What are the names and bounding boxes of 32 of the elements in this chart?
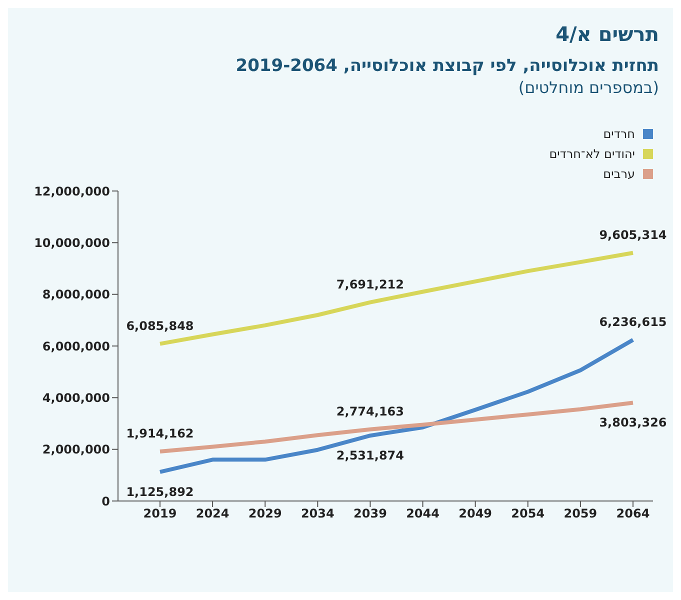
- data-label: 9,605,314: [599, 228, 667, 242]
- x-tick-label: 2034: [300, 506, 334, 521]
- y-tick-label: 6,000,000: [42, 339, 110, 354]
- y-tick-label: 8,000,000: [42, 288, 110, 302]
- data-label: 1,914,162: [126, 426, 194, 441]
- data-label: 6,236,615: [599, 314, 667, 329]
- chart-title: תרשים א/4: [554, 22, 659, 46]
- x-tick-label: 2049: [458, 506, 492, 521]
- x-tick-label: 2054: [511, 506, 545, 521]
- data-label: 7,691,212: [336, 277, 404, 292]
- x-tick-label: 2029: [248, 506, 282, 521]
- x-tick-label: 2019: [143, 506, 177, 521]
- x-tick-label: 2039: [354, 506, 387, 521]
- y-tick-label: 12,000,000: [34, 184, 110, 198]
- data-label: 3,803,326: [599, 416, 667, 430]
- x-tick-label: 2024: [196, 506, 230, 521]
- y-tick-label: 0: [102, 494, 110, 508]
- chart-subtitle: תחזית אוכלוסייה, לפי קבוצת אוכלוסייה, 2019-2064: [234, 56, 659, 76]
- data-label: 1,125,892: [126, 484, 194, 499]
- data-label: 6,085,848: [126, 318, 194, 333]
- legend-label: חרדים: [603, 127, 635, 141]
- x-tick-label: 2044: [406, 506, 440, 521]
- y-tick-label: 10,000,000: [34, 236, 110, 250]
- data-label: 2,774,163: [336, 404, 404, 418]
- legend-label: יהודים לא־חרדים: [549, 147, 635, 161]
- y-tick-label: 2,000,000: [42, 442, 110, 457]
- legend-label: ערבים: [603, 167, 635, 181]
- y-tick-label: 4,000,000: [42, 390, 110, 405]
- text: (במספרים מוחלטים): [517, 78, 659, 97]
- x-tick-label: 2064: [616, 506, 650, 521]
- x-tick-label: 2059: [564, 506, 598, 521]
- data-label: 2,531,874: [336, 448, 404, 463]
